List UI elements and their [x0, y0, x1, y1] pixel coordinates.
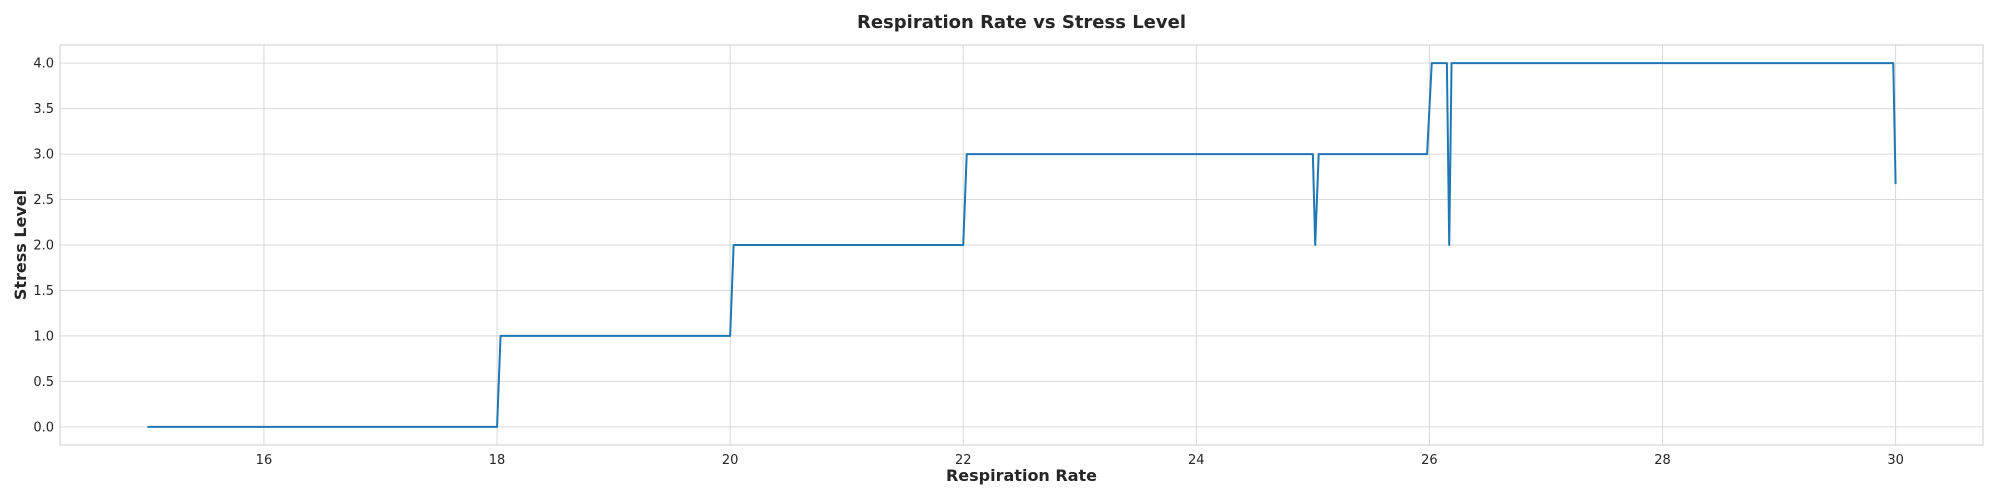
- grid-layer: [60, 45, 1983, 445]
- y-tick-label: 2.5: [33, 193, 54, 208]
- x-tick-label: 28: [1654, 453, 1671, 468]
- y-tick-label: 3.0: [33, 148, 54, 163]
- y-tick-label: 3.5: [33, 102, 54, 117]
- x-tick-label: 26: [1421, 453, 1438, 468]
- x-tick-label: 16: [256, 453, 273, 468]
- y-tick-label: 0.5: [33, 375, 54, 390]
- series-layer: [147, 62, 1897, 428]
- y-tick-label: 1.0: [33, 329, 54, 344]
- y-axis-label: Stress Level: [11, 190, 30, 300]
- x-tick-label: 20: [722, 453, 739, 468]
- x-tick-label: 22: [955, 453, 972, 468]
- y-tick-label: 4.0: [33, 57, 54, 72]
- chart-title: Respiration Rate vs Stress Level: [857, 12, 1186, 33]
- x-tick-label: 30: [1887, 453, 1904, 468]
- x-tick-label: 18: [489, 453, 506, 468]
- y-tick-label: 2.0: [33, 239, 54, 254]
- x-tick-label: 24: [1188, 453, 1205, 468]
- x-axis-label: Respiration Rate: [946, 466, 1097, 485]
- series-line: [147, 62, 1897, 428]
- plot-area-frame: [59, 44, 1984, 446]
- y-tick-label: 0.0: [33, 420, 54, 435]
- tick-layer: 16 18 20 22 24 26 28 30 0.0 0.5 1.0 1.5 2.0 2.5 3.0 3.5…: [33, 57, 1904, 468]
- y-tick-label: 1.5: [33, 284, 54, 299]
